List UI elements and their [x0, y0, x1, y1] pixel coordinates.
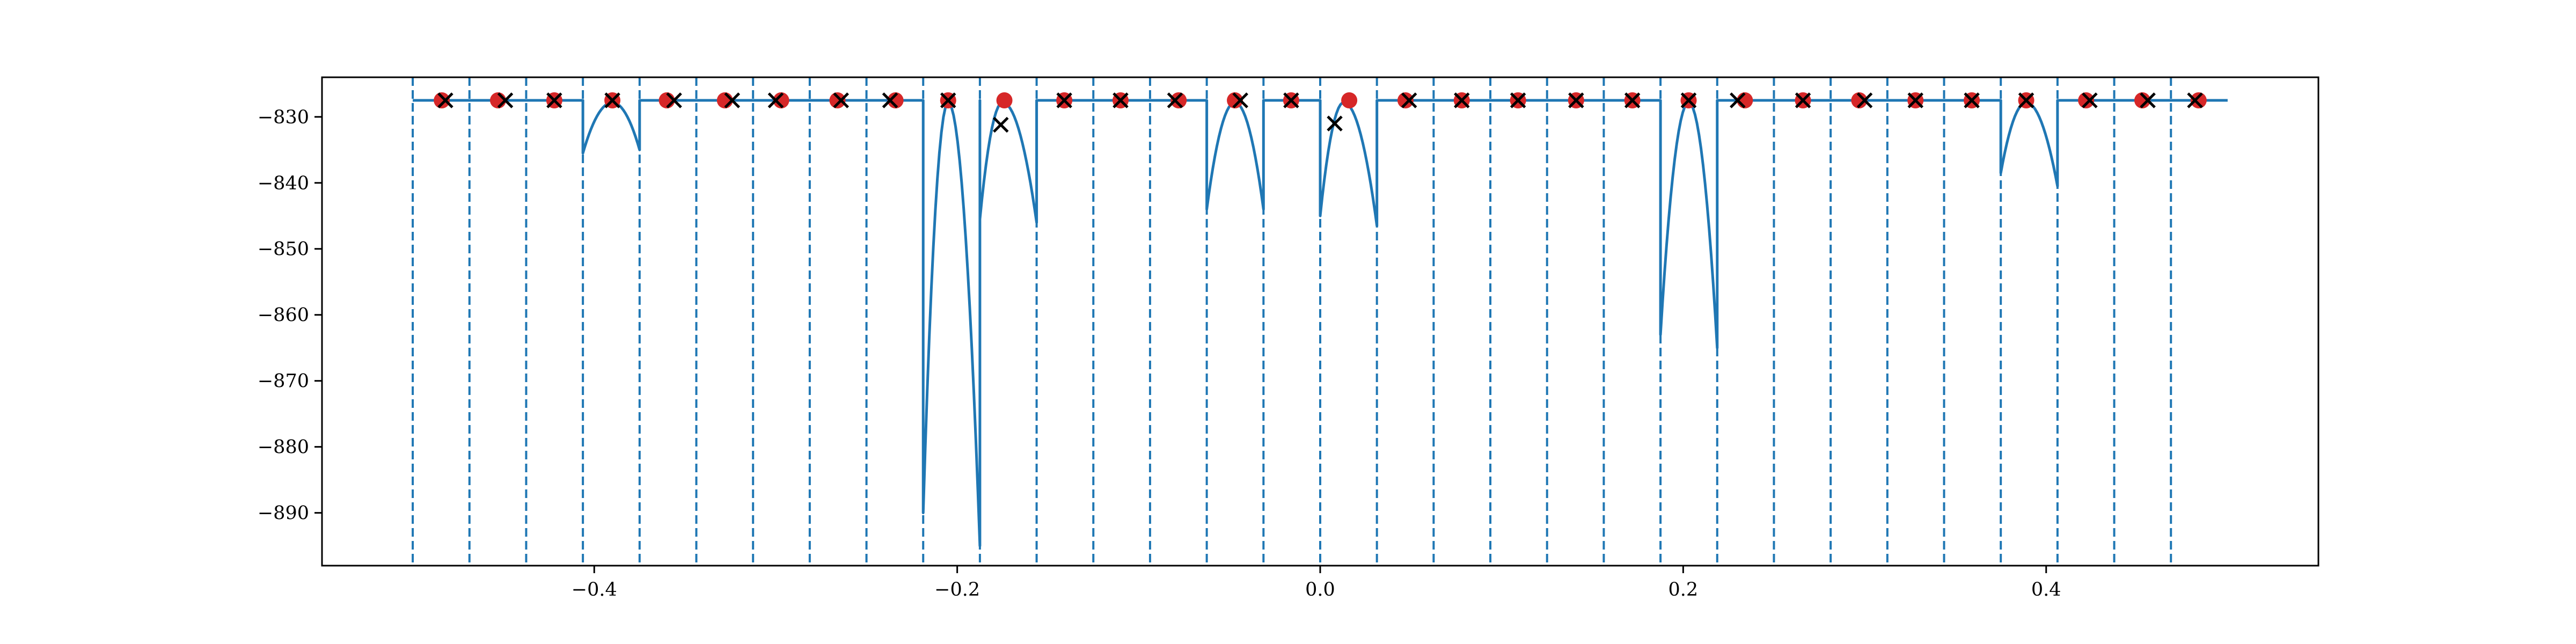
cross-marker-8 [882, 92, 898, 108]
circle-marker-30 [2134, 92, 2150, 109]
cross-marker-27 [1964, 92, 1980, 108]
circle-marker-17 [1397, 92, 1414, 109]
cross-marker-18 [1454, 92, 1470, 108]
cross-marker-28 [2018, 92, 2035, 108]
cross-marker-29 [2082, 92, 2098, 108]
cross-marker-17 [1401, 92, 1417, 108]
cross-marker-11 [1056, 92, 1072, 108]
cross-marker-26 [1907, 92, 1924, 108]
y-tick-label-4: −870 [258, 371, 309, 392]
circle-marker-7 [829, 92, 846, 109]
circle-marker-6 [773, 92, 789, 109]
cross-marker-6 [767, 92, 784, 108]
x-tick-label-1: −0.2 [934, 579, 980, 601]
cross-marker-1 [497, 92, 514, 108]
x-tick-label-4: 0.4 [2031, 579, 2061, 601]
y-tick-label-2: −850 [258, 239, 309, 260]
cross-marker-21 [1624, 92, 1641, 108]
circle-marker-10 [996, 92, 1013, 109]
x-tick-label-0: −0.4 [572, 579, 617, 601]
circle-marker-25 [1851, 92, 1868, 109]
circle-marker-14 [1227, 92, 1243, 109]
circle-marker-13 [1170, 92, 1187, 109]
cross-marker-23 [1730, 92, 1746, 108]
cross-marker-16 [1327, 115, 1343, 131]
circle-marker-0 [434, 92, 450, 109]
y-tick-label-6: −890 [258, 503, 309, 524]
cross-marker-5 [724, 92, 741, 108]
circle-marker-8 [887, 92, 904, 109]
cross-marker-15 [1283, 92, 1299, 108]
cross-marker-20 [1568, 92, 1584, 108]
circle-marker-29 [2078, 92, 2095, 109]
cross-marker-25 [1856, 92, 1873, 108]
cross-marker-19 [1510, 92, 1526, 108]
marker-layer [434, 92, 2207, 133]
x-tick-label-2: 0.0 [1305, 579, 1335, 601]
cross-marker-14 [1232, 92, 1248, 108]
cross-marker-2 [546, 92, 562, 108]
cross-marker-7 [833, 92, 849, 108]
x-tick-label-3: 0.2 [1668, 579, 1699, 601]
cross-marker-30 [2140, 92, 2156, 108]
circle-marker-31 [2190, 92, 2207, 109]
cross-marker-13 [1167, 92, 1183, 108]
y-tick-label-3: −860 [258, 305, 309, 326]
y-axis-ticks: −830 −840 −850 −860 −870 −880 −890 [258, 107, 322, 524]
y-tick-label-5: −880 [258, 437, 309, 458]
x-axis-ticks: −0.4 −0.2 0.0 0.2 0.4 [572, 566, 2061, 601]
cross-marker-9 [940, 92, 956, 108]
y-tick-label-0: −830 [258, 107, 309, 128]
cross-marker-4 [666, 92, 682, 108]
vertical-dashed-lines [412, 77, 2172, 566]
cross-marker-3 [604, 92, 620, 108]
cross-marker-31 [2187, 92, 2203, 108]
cross-marker-10 [993, 116, 1009, 133]
cross-marker-12 [1113, 92, 1129, 108]
cross-marker-0 [437, 92, 453, 108]
cross-marker-24 [1795, 92, 1811, 108]
circle-marker-16 [1341, 92, 1358, 109]
y-tick-label-1: −840 [258, 173, 309, 194]
cross-marker-22 [1680, 92, 1697, 108]
